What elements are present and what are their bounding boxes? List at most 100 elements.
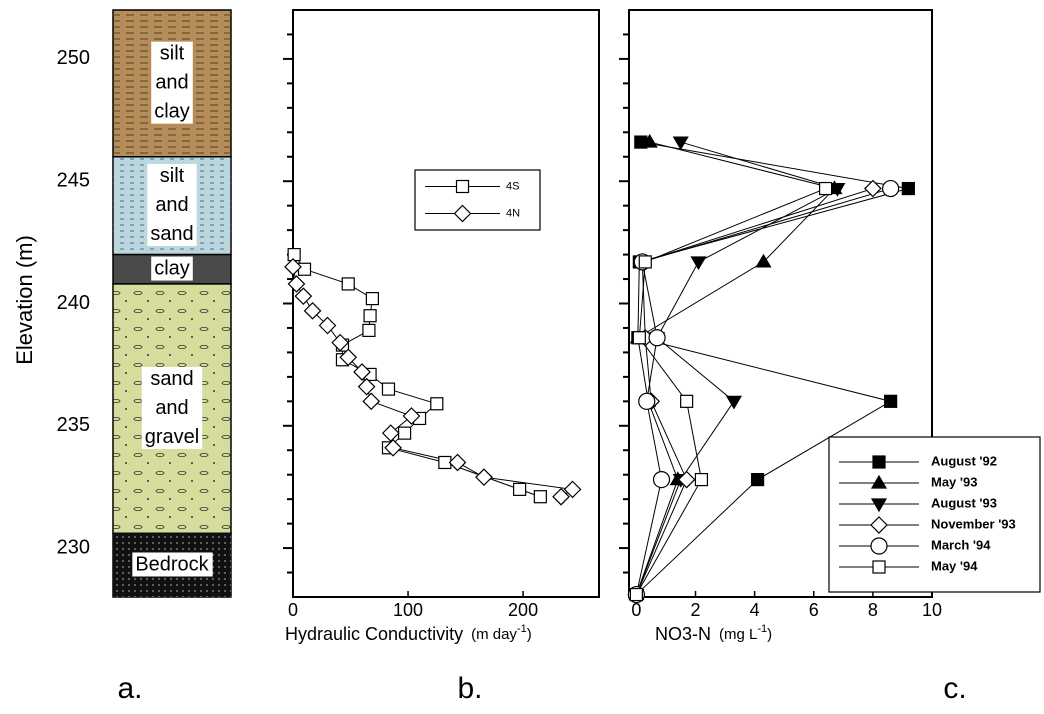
legend-label: 4N: [506, 207, 520, 219]
layer-label-line: sand: [150, 223, 193, 245]
series-line: [635, 188, 826, 595]
layer-label-line: and: [155, 397, 188, 419]
marker: [287, 247, 301, 262]
y-tick-label: 230: [57, 536, 90, 558]
label-box: [147, 163, 197, 246]
layer-label-line: silt: [160, 165, 185, 187]
y-tick-label: 250: [57, 47, 90, 69]
panel-label: c.: [943, 672, 966, 705]
x-axis-title-part: ): [527, 626, 532, 643]
x-tick-label: 10: [922, 600, 942, 620]
legend-label: August '92: [931, 453, 997, 468]
x-axis-title-part: (mg L: [719, 626, 757, 643]
legend-box: [414, 169, 541, 231]
marker: [872, 455, 886, 469]
marker: [870, 537, 888, 555]
series-line: [635, 188, 891, 595]
marker: [339, 348, 358, 367]
panel-label: a.: [117, 672, 142, 705]
series-line: [635, 188, 874, 595]
marker: [864, 179, 882, 198]
marker: [632, 331, 646, 345]
marker: [453, 204, 472, 223]
layer-label-line: Bedrock: [135, 553, 209, 575]
marker: [818, 181, 833, 196]
layer-label: clay: [151, 256, 193, 281]
marker: [680, 394, 694, 408]
marker: [455, 179, 470, 194]
marker: [870, 516, 888, 534]
x-tick-label: 6: [809, 600, 819, 620]
marker: [363, 309, 377, 323]
label-box: [151, 256, 193, 281]
marker: [381, 424, 400, 442]
legend-label: 4S: [506, 180, 519, 192]
y-axis-title: Elevation (m): [12, 235, 37, 365]
x-axis-title: Hydraulic Conductivity (m day-1): [285, 623, 532, 644]
legend-label: May '94: [931, 558, 978, 573]
marker: [362, 323, 376, 338]
marker: [397, 426, 412, 440]
marker: [829, 182, 846, 197]
marker: [882, 179, 900, 198]
x-tick-label: 200: [508, 600, 538, 620]
x-axis-title-part: NO3-N: [655, 624, 711, 644]
layer-label-line: sand: [150, 368, 193, 390]
y-tick-label: 235: [57, 414, 90, 436]
marker: [331, 333, 350, 352]
marker: [448, 453, 467, 472]
layer-label-line: clay: [154, 258, 190, 280]
legend-box: [828, 436, 1041, 593]
x-tick-label: 2: [691, 600, 701, 620]
marker: [284, 257, 302, 276]
x-axis-title-part: Hydraulic Conductivity: [285, 624, 463, 644]
marker: [533, 490, 547, 504]
series-line: [292, 266, 574, 498]
marker: [884, 394, 898, 408]
marker: [552, 487, 570, 506]
label-box: [151, 41, 193, 124]
x-tick-label: 100: [393, 600, 423, 620]
marker: [677, 470, 696, 489]
marker: [694, 473, 709, 487]
marker: [287, 275, 306, 293]
marker: [870, 474, 888, 489]
x-axis-title-part: -1: [517, 623, 527, 635]
marker: [872, 560, 886, 574]
marker: [648, 329, 666, 347]
panel-label: b.: [457, 672, 482, 705]
marker: [652, 471, 671, 489]
layer-label-line: gravel: [145, 426, 199, 448]
x-axis-title-part: ): [767, 626, 772, 643]
x-axis-title: NO3-N (mg L-1): [655, 623, 772, 644]
x-tick-label: 0: [288, 600, 298, 620]
marker: [513, 482, 527, 496]
marker: [381, 382, 396, 396]
x-tick-label: 8: [868, 600, 878, 620]
marker: [870, 498, 888, 513]
marker: [402, 407, 421, 425]
layer-label: silt and sand: [147, 163, 197, 246]
y-tick-label: 245: [57, 169, 90, 191]
marker: [303, 301, 322, 320]
x-axis-title-part: -1: [757, 623, 767, 635]
marker: [365, 292, 379, 306]
marker: [384, 438, 402, 457]
x-axis-title-part: (m day: [471, 626, 517, 643]
layer-label: silt and clay: [151, 41, 193, 124]
marker: [638, 392, 656, 410]
marker: [353, 363, 371, 381]
marker: [750, 473, 765, 487]
layer-label: Bedrock: [132, 552, 213, 577]
series-line: [293, 254, 541, 498]
label-box: [132, 552, 213, 577]
marker: [629, 587, 643, 602]
marker: [341, 277, 355, 291]
label-box: [141, 366, 203, 449]
marker: [638, 255, 652, 269]
marker: [690, 256, 707, 271]
marker: [641, 133, 658, 148]
marker: [475, 468, 493, 487]
x-tick-label: 0: [631, 600, 641, 620]
